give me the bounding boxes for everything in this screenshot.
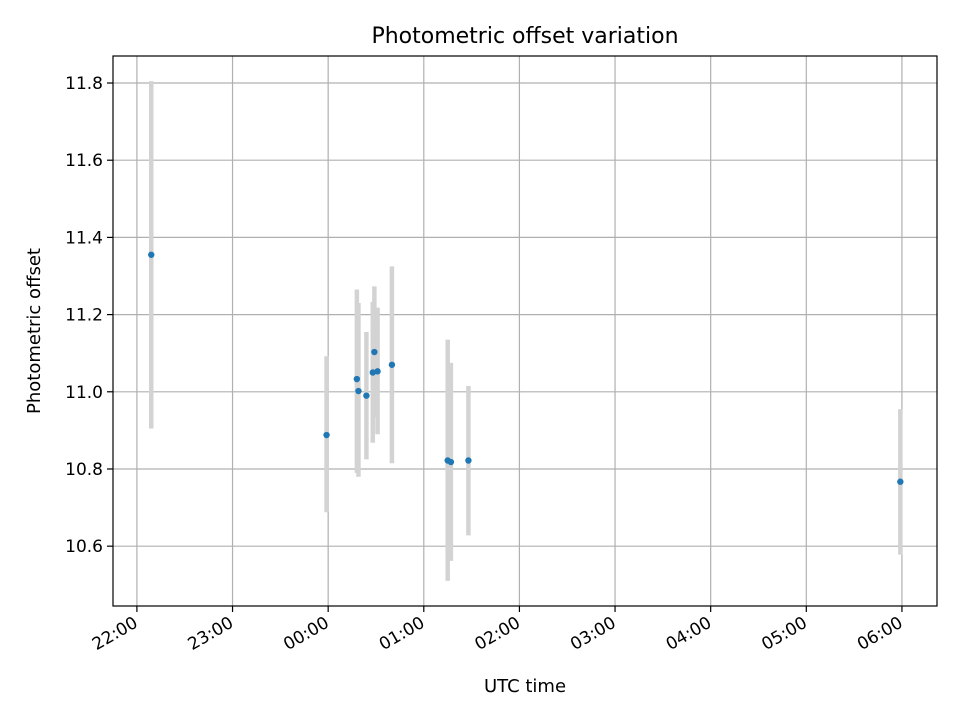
y-tick-label: 11.6 — [65, 151, 103, 171]
x-axis-label: UTC time — [484, 676, 566, 697]
y-axis-label: Photometric offset — [24, 248, 45, 414]
data-point — [353, 375, 361, 383]
x-tick-label: 00:00 — [280, 613, 332, 655]
y-tick-label: 11.8 — [65, 74, 103, 94]
x-tick-label: 05:00 — [758, 613, 810, 655]
data-points — [148, 251, 904, 485]
data-point — [148, 251, 155, 258]
x-tick-label: 01:00 — [376, 613, 428, 655]
x-tick-label: 22:00 — [89, 613, 141, 655]
x-tick-label: 06:00 — [854, 613, 906, 655]
data-point — [369, 369, 376, 376]
plot-frame — [112, 55, 938, 607]
y-tick-label: 11.4 — [65, 228, 103, 248]
y-tick-label: 11.2 — [65, 306, 103, 326]
data-point — [363, 392, 370, 399]
data-point — [371, 348, 378, 356]
data-point — [897, 478, 904, 485]
y-tick-label: 11.0 — [65, 383, 103, 403]
x-tick-label: 23:00 — [185, 613, 237, 655]
data-point — [355, 387, 362, 395]
x-tick-label: 03:00 — [567, 613, 619, 655]
y-tick-label: 10.6 — [65, 537, 103, 557]
y-tick-label: 10.8 — [65, 460, 103, 480]
error-bars — [149, 81, 903, 581]
data-point — [447, 458, 455, 466]
x-axis-ticks: 22:00 23:00 00:00 01:00 02:00 03:00 04:00 05:00… — [89, 606, 906, 655]
chart-title: Photometric offset variation — [371, 24, 678, 49]
data-point — [323, 431, 330, 439]
x-tick-label: 04:00 — [663, 613, 715, 655]
data-point — [374, 368, 381, 375]
grid-lines — [113, 56, 937, 606]
data-point — [388, 361, 396, 368]
y-axis-ticks: 10.6 10.8 11.0 11.2 11.4 11.6 11.8 — [65, 74, 113, 557]
x-tick-label: 02:00 — [471, 613, 523, 655]
data-point — [465, 457, 472, 464]
